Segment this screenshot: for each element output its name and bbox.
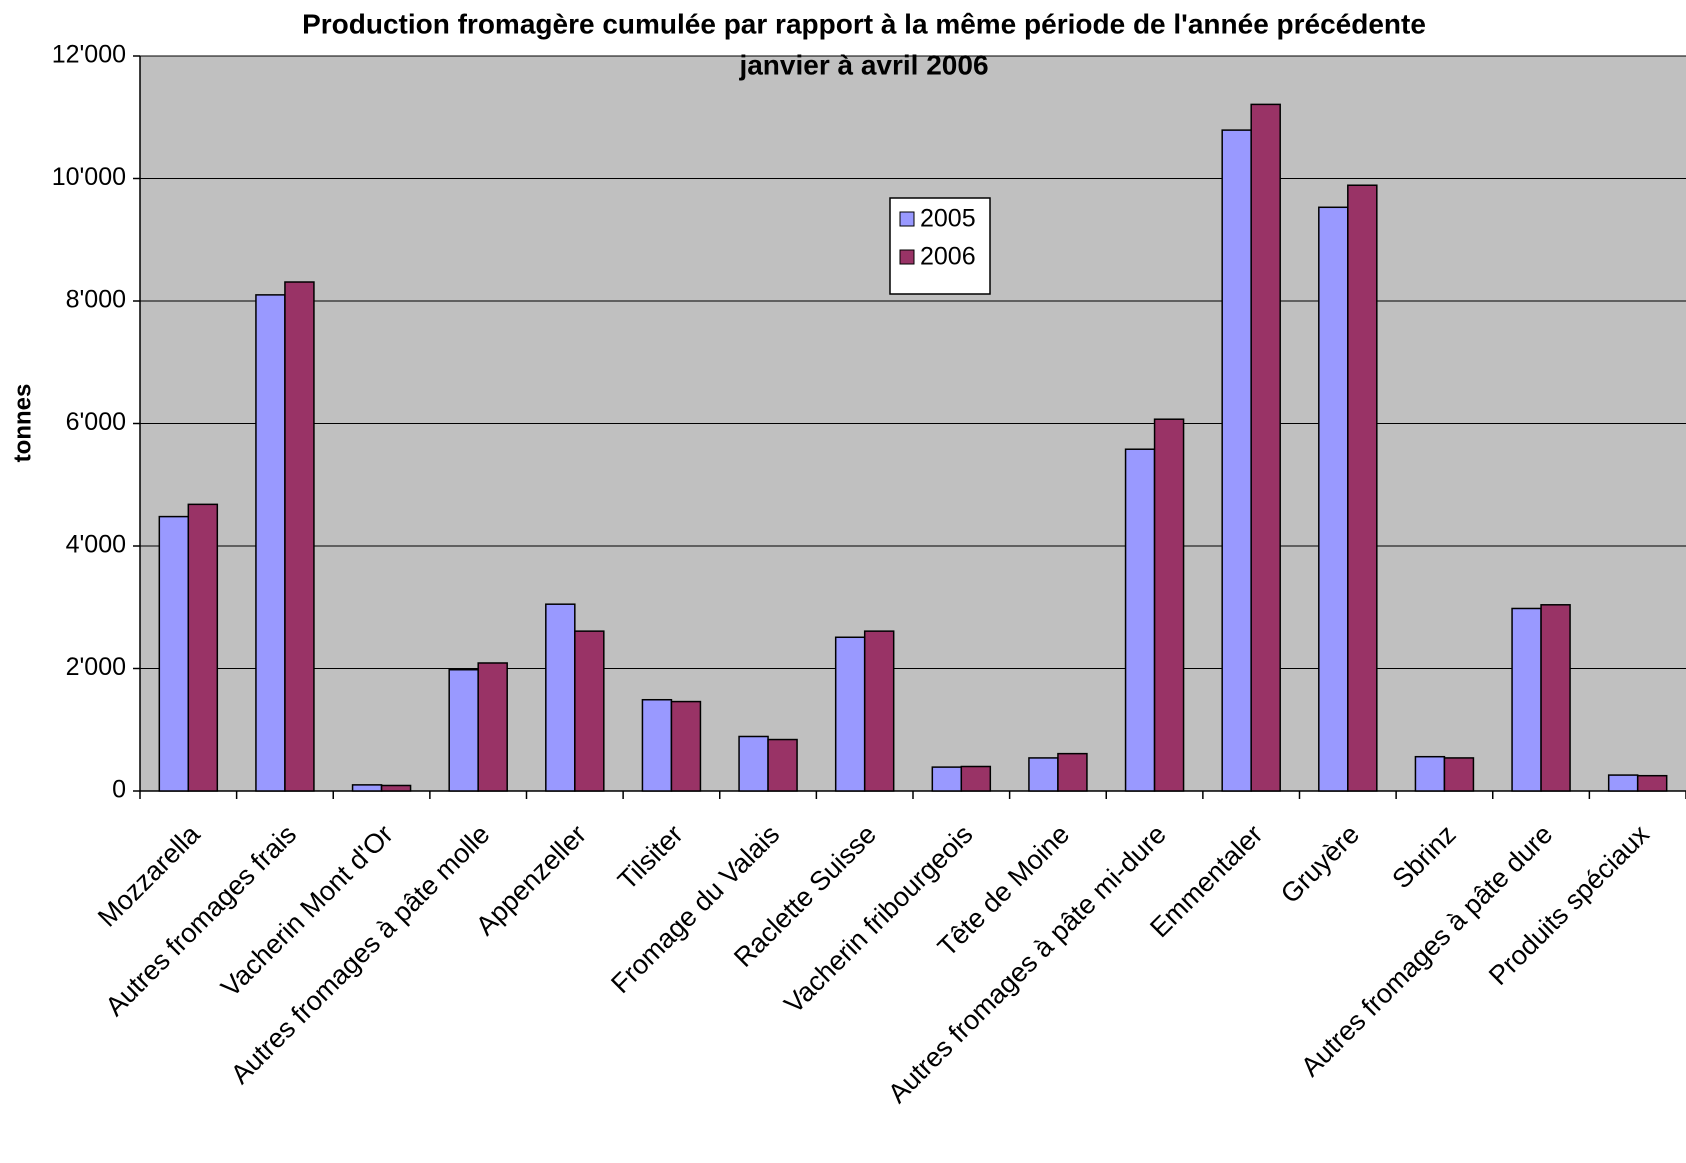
bar xyxy=(1414,755,1446,792)
bar xyxy=(670,700,702,792)
y-axis-label: tonnes xyxy=(9,384,36,463)
legend-label: 2006 xyxy=(920,243,976,271)
x-tick-label: Gruyère xyxy=(1275,819,1365,909)
bar xyxy=(158,515,190,792)
bar xyxy=(834,636,866,792)
bar xyxy=(1124,448,1156,792)
bar xyxy=(187,503,219,792)
bar xyxy=(1347,184,1378,792)
bar xyxy=(931,766,963,792)
x-tick-label: Tilsiter xyxy=(612,819,689,896)
bar xyxy=(255,294,286,792)
x-tick-label: Vacherin fribourgeois xyxy=(778,819,978,1019)
bar xyxy=(1540,604,1571,792)
bar xyxy=(641,698,673,792)
bar xyxy=(1153,418,1185,792)
bar xyxy=(574,630,605,792)
bar xyxy=(284,281,315,792)
bar xyxy=(738,735,769,792)
bar xyxy=(1318,206,1349,792)
legend-swatch xyxy=(899,249,915,265)
bar xyxy=(767,738,798,792)
y-tick-label: 12'000 xyxy=(52,41,126,69)
bar xyxy=(1057,752,1088,792)
legend-swatch xyxy=(899,211,915,227)
bar xyxy=(477,662,508,792)
x-tick-label: Produits spéciaux xyxy=(1483,819,1655,991)
bar xyxy=(1443,757,1475,792)
bar xyxy=(1636,774,1668,792)
bar xyxy=(448,668,479,792)
chart-subtitle: janvier à avril 2006 xyxy=(738,49,988,80)
x-tick-label: Vacherin Mont d'Or xyxy=(215,819,399,1003)
x-tick-label: Fromage du Valais xyxy=(605,819,785,999)
y-tick-label: 10'000 xyxy=(52,163,126,191)
y-tick-label: 2'000 xyxy=(66,653,126,681)
x-tick-label: Sbrinz xyxy=(1386,819,1461,894)
bar xyxy=(1607,774,1639,792)
bar xyxy=(1250,103,1281,792)
bar xyxy=(1511,607,1542,792)
y-tick-label: 8'000 xyxy=(66,286,126,314)
bar xyxy=(960,765,992,792)
y-tick-label: 4'000 xyxy=(66,531,126,559)
bar xyxy=(1221,129,1252,792)
bar xyxy=(863,630,895,792)
bar xyxy=(1028,757,1059,792)
x-tick-label: Autres fromages frais xyxy=(100,819,303,1022)
legend-label: 2005 xyxy=(920,205,976,233)
y-tick-label: 0 xyxy=(112,776,126,804)
chart-title: Production fromagère cumulée par rapport… xyxy=(302,8,1426,39)
bar xyxy=(380,784,412,792)
bar xyxy=(545,603,576,792)
bar xyxy=(351,784,383,792)
y-tick-label: 6'000 xyxy=(66,408,126,436)
